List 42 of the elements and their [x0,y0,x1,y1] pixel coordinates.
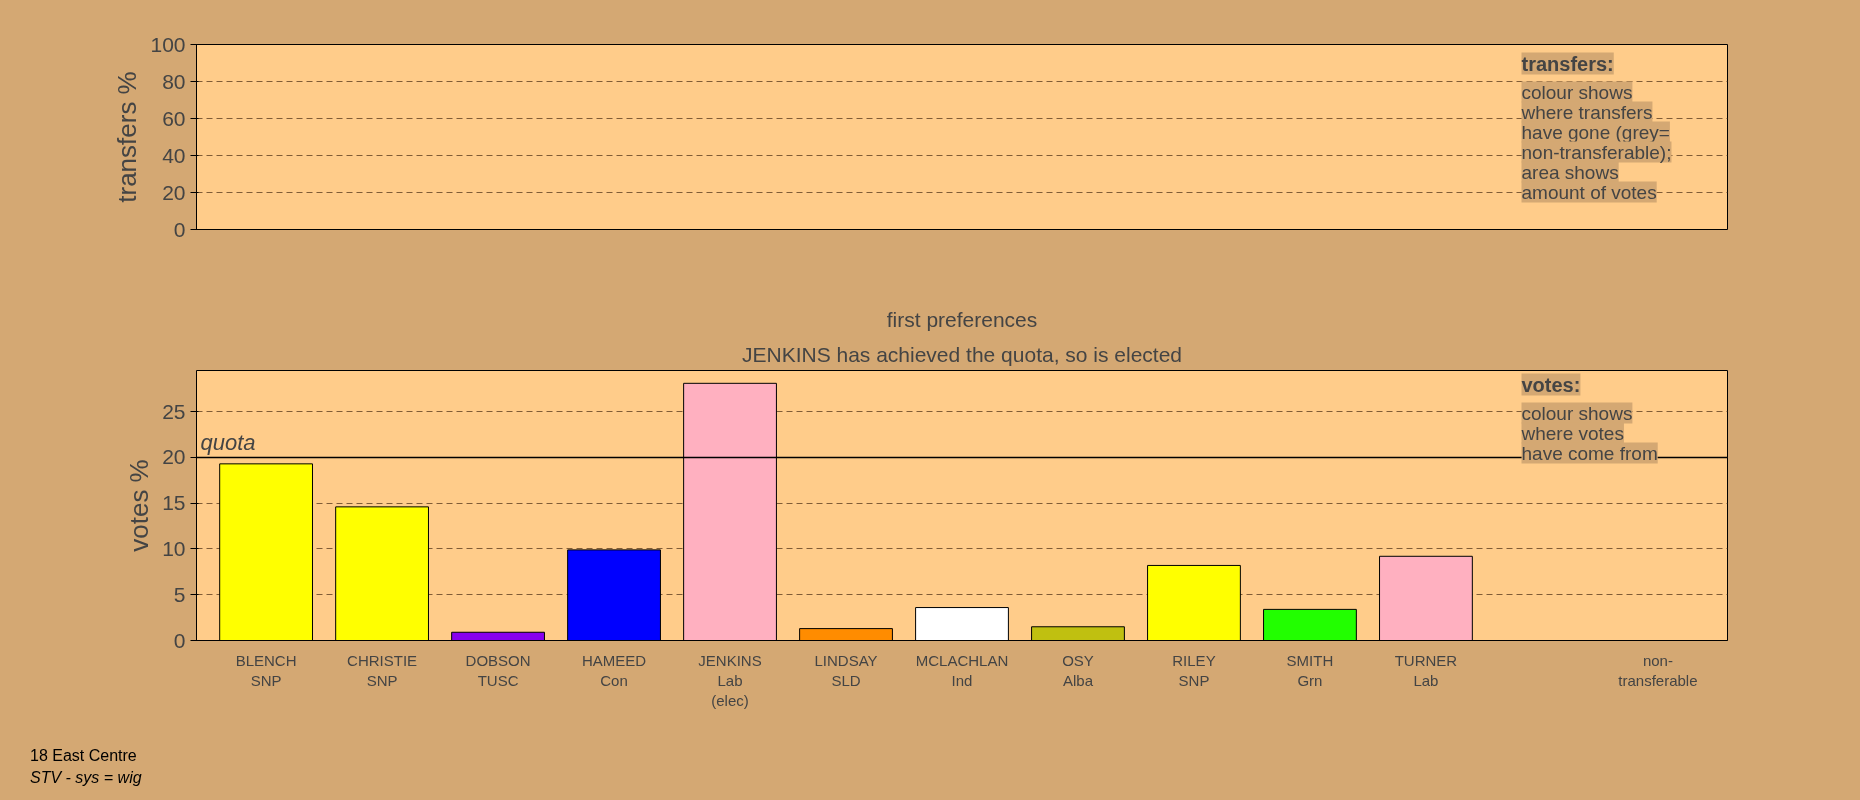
annotation: have gone (grey= [1521,121,1670,143]
annotation: colour shows [1521,81,1633,103]
annotation: where votes [1520,422,1624,444]
chart-title: first preferences [886,307,1038,331]
annotation: amount of votes [1521,181,1657,203]
annotation: non-transferable); [1521,141,1672,163]
y-tick-label: 25 [162,399,186,423]
x-tick-label: RILEY SNP [1172,651,1216,689]
chart-subtitle: JENKINS has achieved the quota, so is elected [741,342,1183,366]
x-tick-label: JENKINS Lab (elec) [698,651,762,710]
y-axis-title: transfers % [112,71,143,203]
annotation: votes: [1521,373,1581,396]
x-tick-label: CHRISTIE SNP [347,651,418,689]
x-tick-label: BLENCH SNP [235,651,297,689]
y-tick-label: 40 [162,143,186,167]
y-tick-label: 20 [162,180,186,204]
annotation: colour shows [1521,402,1633,424]
annotation: transfers: [1521,52,1614,75]
text: 18 East Centre [30,746,138,766]
annotation: have come from [1521,442,1658,464]
y-tick-label: 20 [162,445,186,469]
x-tick-label: non- transferable [1618,651,1698,689]
y-tick-label: 10 [162,536,186,560]
x-tick-label: DOBSON TUSC [465,651,531,689]
y-tick-label: 100 [150,32,186,56]
y-tick-label: 80 [162,69,186,93]
x-tick-label: OSY Alba [1062,651,1094,689]
y-axis-title: votes % [124,459,155,552]
y-tick-label: 60 [162,106,186,130]
x-tick-label: LINDSAY SLD [814,651,878,689]
x-tick-label: TURNER Lab [1394,651,1458,689]
annotation: area shows [1521,161,1619,183]
y-tick-label: 0 [173,628,186,652]
y-tick-label: 15 [162,491,186,515]
y-tick-label: 5 [173,582,186,606]
y-tick-label: 0 [173,217,186,241]
annotation: where transfers [1520,101,1653,123]
ref-line-label: quota [200,430,256,456]
x-tick-label: MCLACHLAN Ind [915,651,1009,689]
x-tick-label: HAMEED Con [581,651,647,689]
x-tick-label: SMITH Grn [1286,651,1334,689]
text: STV - sys = wig [30,768,142,788]
